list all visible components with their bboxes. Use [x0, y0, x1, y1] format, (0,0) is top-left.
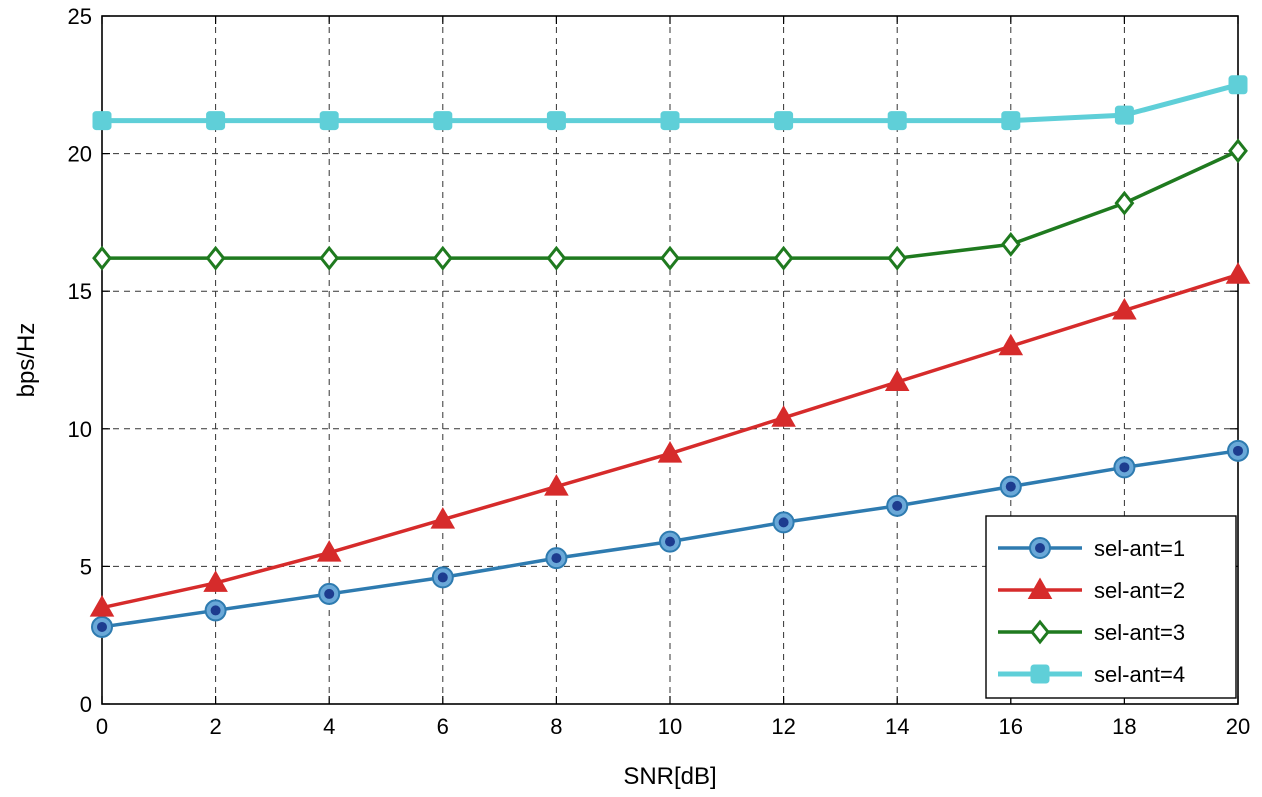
y-tick-label: 10 — [68, 417, 92, 442]
legend-entry: sel-ant=4 — [998, 662, 1185, 687]
data-point-center — [437, 572, 448, 583]
series-4 — [92, 75, 1248, 131]
data-point-center — [97, 621, 107, 632]
y-tick-label: 25 — [68, 4, 92, 29]
data-point-center — [778, 517, 789, 528]
x-tick-label: 12 — [771, 714, 795, 739]
data-point — [92, 111, 112, 131]
y-tick-label: 5 — [80, 554, 92, 579]
data-point — [1112, 297, 1137, 320]
x-tick-label: 6 — [437, 714, 449, 739]
legend-label: sel-ant=1 — [1094, 536, 1185, 561]
series-layer — [89, 75, 1251, 638]
series-3 — [92, 138, 1248, 271]
data-point — [1001, 111, 1021, 131]
data-point-center — [1005, 481, 1016, 492]
data-point — [206, 111, 226, 131]
x-tick-label: 18 — [1112, 714, 1136, 739]
data-point — [544, 474, 569, 496]
legend-label: sel-ant=3 — [1094, 620, 1185, 645]
x-tick-label: 20 — [1226, 714, 1250, 739]
data-point — [660, 245, 680, 271]
y-axis-ticks: 0 5 10 15 20 25 — [68, 4, 1238, 717]
data-point — [998, 333, 1024, 356]
legend-marker — [1030, 664, 1050, 684]
data-point — [432, 245, 453, 271]
data-point — [319, 245, 340, 271]
x-tick-label: 0 — [96, 714, 108, 739]
data-point — [433, 111, 453, 131]
legend-entry: sel-ant=2 — [998, 577, 1185, 603]
data-point — [660, 111, 680, 131]
data-point — [1228, 138, 1248, 164]
y-tick-label: 0 — [80, 692, 92, 717]
data-point-center — [892, 500, 903, 511]
data-point — [203, 570, 228, 592]
legend-marker — [1027, 577, 1053, 599]
data-point — [1114, 105, 1134, 125]
data-point — [773, 245, 794, 271]
data-point-center — [210, 605, 221, 616]
legend-marker — [1030, 619, 1050, 645]
data-point-center — [1233, 445, 1243, 456]
y-axis-label: bps/Hz — [13, 323, 40, 398]
series-1 — [91, 439, 1249, 638]
data-point — [1000, 232, 1021, 257]
data-point — [1225, 262, 1251, 284]
data-point — [319, 111, 339, 131]
data-point — [546, 245, 567, 271]
legend-label: sel-ant=2 — [1094, 578, 1185, 603]
legend: sel-ant=1 sel-ant=2 sel-ant=3 sel-ant=4 — [985, 515, 1237, 699]
y-tick-label: 15 — [68, 279, 92, 304]
x-tick-label: 14 — [885, 714, 909, 739]
data-point — [316, 540, 342, 562]
data-point — [430, 507, 456, 529]
y-tick-label: 20 — [68, 142, 92, 167]
legend-entry: sel-ant=1 — [998, 536, 1185, 561]
data-point — [89, 595, 115, 617]
legend-entry: sel-ant=3 — [998, 619, 1185, 645]
x-tick-label: 16 — [999, 714, 1023, 739]
data-point — [1228, 75, 1248, 95]
data-point — [771, 405, 796, 427]
data-point — [92, 245, 112, 271]
legend-label: sel-ant=4 — [1094, 662, 1185, 687]
data-point-center — [1119, 462, 1130, 473]
data-point — [884, 369, 910, 392]
x-tick-label: 2 — [209, 714, 221, 739]
data-point — [205, 245, 226, 271]
data-point — [546, 111, 566, 131]
data-point — [657, 441, 683, 463]
data-point — [887, 245, 908, 271]
x-tick-label: 10 — [658, 714, 682, 739]
x-axis-label: SNR[dB] — [623, 763, 716, 790]
series-2 — [89, 262, 1251, 617]
x-tick-label: 4 — [323, 714, 335, 739]
data-point-center — [324, 588, 335, 599]
x-axis-ticks: 0 2 4 6 8 10 12 14 16 18 20 — [96, 16, 1250, 739]
data-point-center — [551, 553, 562, 564]
legend-marker-center — [1035, 543, 1045, 553]
data-point-center — [665, 536, 675, 547]
data-point — [774, 111, 794, 131]
data-point — [887, 111, 907, 131]
x-tick-label: 8 — [550, 714, 562, 739]
data-point — [1114, 190, 1135, 216]
